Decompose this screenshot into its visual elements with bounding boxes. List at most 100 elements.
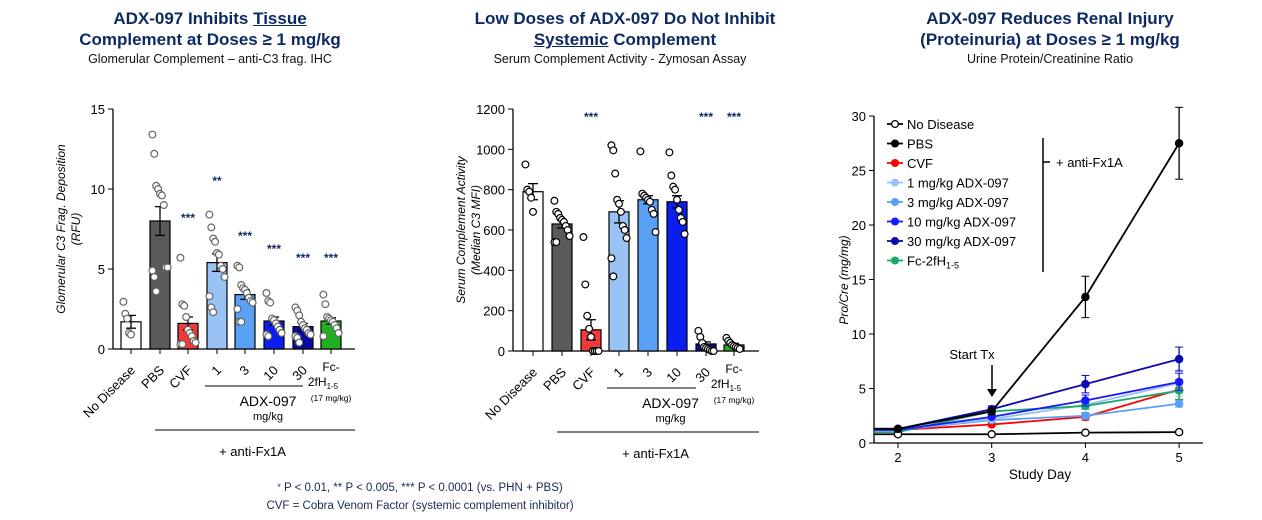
fc-label: 2fH1-5 xyxy=(711,377,742,393)
data-point xyxy=(148,130,157,139)
data-point xyxy=(264,332,273,341)
data-point xyxy=(148,266,157,275)
data-point xyxy=(528,207,537,216)
fc-dose-label: (17 mg/kg) xyxy=(714,395,755,405)
y-axis-label-unit: (RFU) xyxy=(69,213,83,246)
data-point xyxy=(191,338,200,347)
bracket-label: + anti-Fx1A xyxy=(1056,155,1123,170)
y-tick-label: 10 xyxy=(852,327,866,342)
data-point xyxy=(620,226,629,235)
data-point xyxy=(552,238,561,247)
data-point xyxy=(214,250,223,259)
subtitle-proteinuria: Urine Protein/Creatinine Ratio xyxy=(966,52,1134,66)
data-point xyxy=(152,287,161,296)
legend-marker xyxy=(890,256,900,265)
y-axis-label: Pro/Cre (mg/mg) xyxy=(837,235,851,324)
y-tick-label: 1000 xyxy=(476,142,505,157)
x-tick-label: PBS xyxy=(540,364,569,393)
data-point xyxy=(678,217,687,226)
data-point-PBS xyxy=(1081,292,1090,302)
significance-marker: *** xyxy=(584,110,598,124)
data-point xyxy=(521,160,530,169)
x-axis-label: Study Day xyxy=(1009,467,1072,482)
data-point xyxy=(550,196,559,205)
data-point xyxy=(709,347,718,356)
data-point-PBS xyxy=(1174,138,1184,148)
fc-label: Fc- xyxy=(322,360,339,374)
y-tick-label: 1200 xyxy=(476,102,505,117)
data-point xyxy=(607,254,616,263)
x-tick-label: 10 xyxy=(260,363,281,384)
legend-label: PBS xyxy=(907,137,933,152)
y-axis-label-unit: (Median C3 MFI) xyxy=(469,185,483,275)
title-systemic-complement: Low Doses of ADX-097 Do Not Inhibit Syst… xyxy=(474,9,776,49)
data-point xyxy=(585,324,594,333)
start-tx-arrowhead xyxy=(987,389,997,397)
y-tick-label: 800 xyxy=(483,183,505,198)
data-point xyxy=(586,332,595,341)
data-point xyxy=(123,314,132,323)
data-point xyxy=(579,233,588,242)
data-point xyxy=(649,209,658,218)
x-tick-label: 2 xyxy=(894,450,901,465)
significance-marker: *** xyxy=(181,211,195,225)
data-point xyxy=(319,290,328,299)
y-tick-label: 600 xyxy=(483,223,505,238)
series-line-10 mg/kg ADX-097 xyxy=(874,381,1180,431)
x-tick-label: 5 xyxy=(1175,450,1182,465)
x-tick-label: CVF xyxy=(166,362,195,391)
y-tick-label: 200 xyxy=(483,304,505,319)
data-point xyxy=(119,297,128,306)
data-point xyxy=(218,265,227,274)
data-point xyxy=(220,273,229,282)
data-point-No Disease xyxy=(1174,427,1184,437)
data-point xyxy=(611,169,620,178)
x-tick-label: CVF xyxy=(569,364,598,393)
data-point xyxy=(295,311,304,320)
data-point xyxy=(581,280,590,289)
data-point xyxy=(295,338,304,347)
x-tick-label: PBS xyxy=(138,362,167,391)
data-point-30 mg/kg ADX-097 xyxy=(1174,354,1184,364)
data-point xyxy=(321,300,330,309)
data-point xyxy=(672,195,681,204)
data-point xyxy=(266,298,275,307)
y-tick-label: 5 xyxy=(98,262,105,277)
title-proteinuria: ADX-097 Reduces Renal Injury (Proteinuria… xyxy=(920,9,1180,49)
series-line-1 mg/kg ADX-097 xyxy=(874,382,1180,431)
data-point xyxy=(616,207,625,216)
data-point xyxy=(248,298,257,307)
data-point xyxy=(609,272,618,281)
data-point xyxy=(209,308,218,317)
legend-marker xyxy=(890,158,900,168)
x-tick-label: 3 xyxy=(988,450,995,465)
legend-marker xyxy=(890,217,900,226)
adx-unit-label: mg/kg xyxy=(253,411,283,423)
data-point xyxy=(636,147,645,156)
y-tick-label: 30 xyxy=(852,109,866,124)
y-tick-label: 400 xyxy=(483,263,505,278)
data-point xyxy=(205,210,214,219)
data-point xyxy=(262,289,271,298)
adx-unit-label: mg/kg xyxy=(656,413,686,425)
data-point-No Disease xyxy=(1081,428,1090,437)
data-point xyxy=(645,197,654,206)
y-tick-label: 25 xyxy=(852,164,866,179)
data-point xyxy=(180,301,189,310)
footnote-cvf: CVF = Cobra Venom Factor (systemic compl… xyxy=(266,500,574,512)
legend-marker xyxy=(890,236,900,246)
x-tick-label: 3 xyxy=(639,365,655,381)
data-point xyxy=(565,232,574,241)
adx-group-label: ADX-097 xyxy=(240,393,297,409)
anti-fx1a-label: + anti-Fx1A xyxy=(622,446,689,461)
significance-marker: *** xyxy=(324,251,338,265)
x-tick-label: 3 xyxy=(236,363,252,379)
significance-marker: *** xyxy=(296,251,310,265)
anti-fx1a-label: + anti-Fx1A xyxy=(219,444,286,459)
data-point xyxy=(609,146,618,155)
y-tick-label: 0 xyxy=(859,436,866,451)
data-point-3 mg/kg ADX-097 xyxy=(1174,399,1184,409)
significance-marker: *** xyxy=(238,229,252,243)
